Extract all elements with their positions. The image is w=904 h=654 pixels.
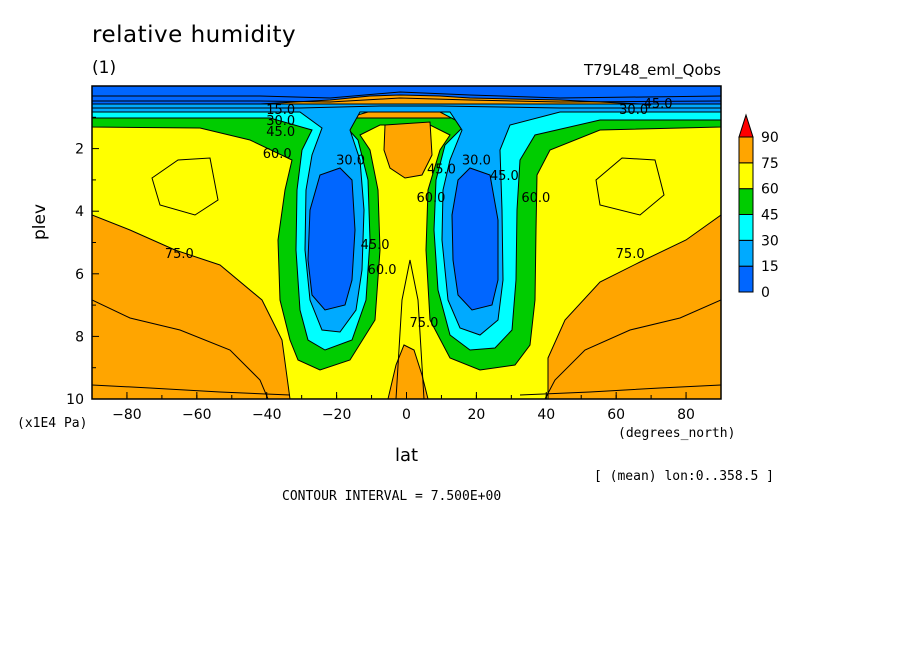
contour-label: 45.0 <box>266 125 295 140</box>
contour-line <box>92 105 721 109</box>
x-tick-label: −80 <box>112 407 142 423</box>
chart-title: relative humidity <box>92 22 297 48</box>
contour-label: 60.0 <box>368 263 397 278</box>
y-tick-label: 10 <box>66 392 84 408</box>
y-axis-unit: (x1E4 Pa) <box>17 416 88 431</box>
x-tick-label: 60 <box>607 407 625 423</box>
x-axis-label: lat <box>395 445 419 466</box>
colorbar-label: 60 <box>761 182 779 198</box>
fill-75-90-top-center <box>383 121 433 179</box>
contour-label: 15.0 <box>266 103 295 118</box>
contour-label: 30.0 <box>462 153 491 168</box>
colorbar-label: 15 <box>761 259 779 275</box>
contour-line <box>92 91 721 99</box>
contour-interval: CONTOUR INTERVAL = 7.500E+00 <box>282 489 502 504</box>
fill-75-90-bottom-center <box>387 344 429 399</box>
colorbar-swatch <box>738 265 754 293</box>
contour-label: 30.0 <box>619 103 648 118</box>
y-tick-label: 8 <box>75 329 84 345</box>
colorbar-extend-arrow <box>738 113 754 138</box>
contour-line <box>92 299 269 399</box>
y-axis: 2 4 6 8 10 <box>66 116 99 408</box>
colorbar-swatch <box>738 239 754 267</box>
contour-label: 45.0 <box>427 163 456 178</box>
contour-label: 30.0 <box>336 153 365 168</box>
y-tick-label: 6 <box>75 267 84 283</box>
colorbar-label: 30 <box>761 233 779 249</box>
colorbar-swatch <box>738 136 754 164</box>
contour-line <box>92 97 721 103</box>
contour-line <box>519 384 721 396</box>
contour-label: 60.0 <box>416 191 445 206</box>
x-tick-label: −20 <box>322 407 352 423</box>
contour-line <box>395 259 425 399</box>
contour-lines <box>92 91 721 399</box>
run-name: T79L48_eml_Qobs <box>583 61 721 79</box>
x-axis-unit: (degrees_north) <box>618 426 736 441</box>
contour-label: 45.0 <box>644 97 673 112</box>
contour-label: 45.0 <box>490 169 519 184</box>
contour-label: 45.0 <box>361 238 390 253</box>
chart-subtitle: (1) <box>92 58 117 78</box>
x-tick-label: −60 <box>182 407 212 423</box>
contour-labels: 15.030.045.060.0 30.045.060.060.045.030.0… <box>165 97 673 331</box>
fill-60-75 <box>92 117 721 399</box>
colorbar: 0 15 30 45 60 75 90 <box>738 113 779 301</box>
x-tick-label: 40 <box>537 407 555 423</box>
colorbar-swatch <box>738 188 754 216</box>
x-tick-label: 20 <box>467 407 485 423</box>
colorbar-swatch <box>738 162 754 190</box>
colorbar-label: 0 <box>761 285 770 301</box>
contour-label: 60.0 <box>263 147 292 162</box>
colorbar-label: 75 <box>761 156 779 172</box>
contour-fill: 15.030.045.060.0 30.045.060.060.045.030.0… <box>92 86 721 399</box>
contour-line <box>151 157 219 216</box>
contour-label: 60.0 <box>521 191 550 206</box>
fill-0-15-left-cell <box>307 167 356 311</box>
contour-label: 75.0 <box>616 247 645 262</box>
colorbar-swatch <box>738 214 754 241</box>
contour-label: 75.0 <box>409 316 438 331</box>
x-axis: −80 −60 −40 −20 0 20 40 60 80 <box>91 392 722 423</box>
x-tick-label: 0 <box>402 407 411 423</box>
contour-line <box>92 384 291 396</box>
colorbar-label: 45 <box>761 208 779 224</box>
fill-15-30 <box>92 103 721 336</box>
contour-label: 30.0 <box>266 114 295 129</box>
contour-line <box>595 157 665 216</box>
y-tick-label: 2 <box>75 142 84 158</box>
fill-0-15-right-cell <box>451 167 499 311</box>
contour-label: 75.0 <box>165 247 194 262</box>
mean-info: [ (mean) lon:0..358.5 ] <box>594 469 775 484</box>
contour-line <box>544 299 721 399</box>
x-tick-label: 80 <box>677 407 695 423</box>
x-tick-label: −40 <box>252 407 282 423</box>
colorbar-label: 90 <box>761 130 779 146</box>
y-tick-label: 4 <box>75 204 84 220</box>
fill-0-15 <box>92 86 721 105</box>
